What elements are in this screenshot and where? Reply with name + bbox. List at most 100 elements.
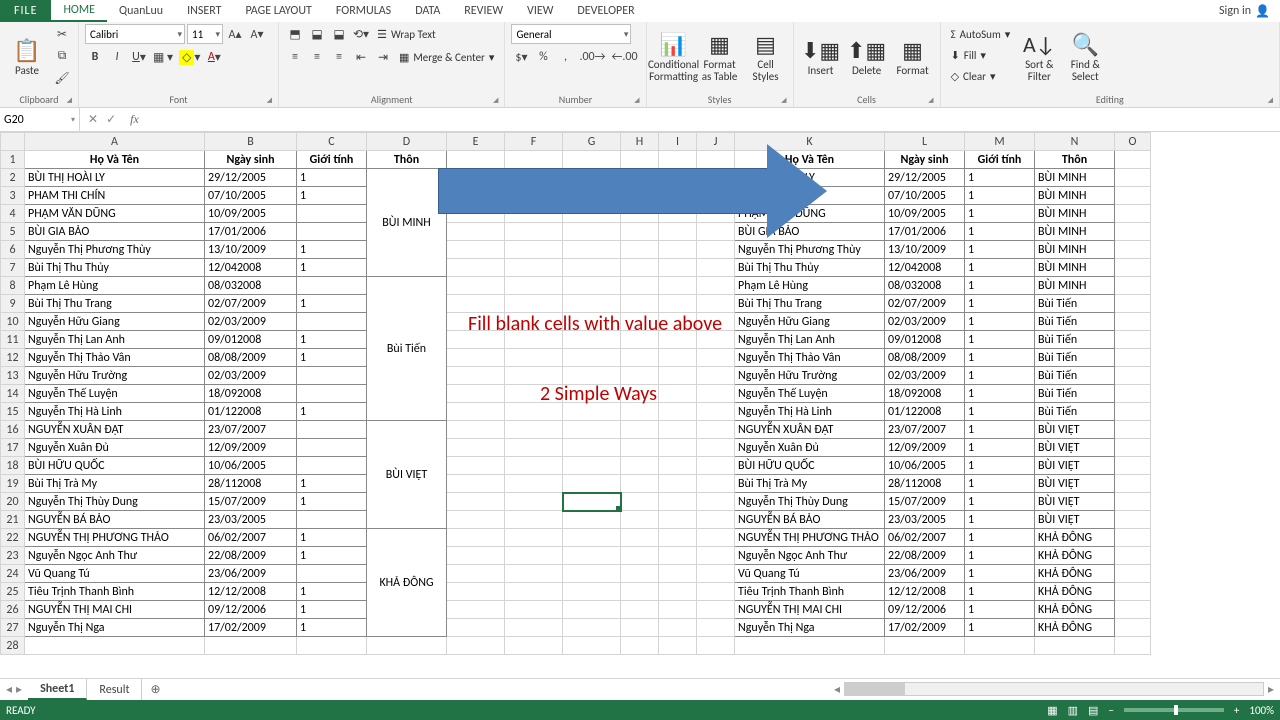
row-header[interactable]: 9 <box>1 295 25 313</box>
indent-dec-button[interactable]: ⇤ <box>351 47 371 67</box>
col-header[interactable]: F <box>505 133 563 151</box>
zoom-slider[interactable] <box>1124 708 1224 712</box>
row-header[interactable]: 23 <box>1 547 25 565</box>
merge-center-button[interactable]: ▦ Merge & Center ▾ <box>395 47 498 67</box>
sheet-tab-result[interactable]: Result <box>87 679 142 700</box>
zoom-level[interactable]: 100% <box>1249 704 1274 717</box>
row-header[interactable]: 24 <box>1 565 25 583</box>
col-header[interactable]: D <box>367 133 447 151</box>
wrap-text-button[interactable]: ☰ Wrap Text <box>373 24 440 44</box>
format-cells-button[interactable]: ▦Format <box>892 24 934 88</box>
paste-button[interactable]: 📋Paste <box>6 24 48 88</box>
row-header[interactable]: 22 <box>1 529 25 547</box>
row-header[interactable]: 6 <box>1 241 25 259</box>
col-header[interactable]: G <box>563 133 621 151</box>
tab-review[interactable]: REVIEW <box>452 0 515 22</box>
delete-cells-button[interactable]: ⬆▦Delete <box>846 24 888 88</box>
borders-button[interactable]: ▦ ▾ <box>151 47 175 67</box>
row-header[interactable]: 8 <box>1 277 25 295</box>
row-header[interactable]: 26 <box>1 601 25 619</box>
tab-pagelayout[interactable]: PAGE LAYOUT <box>233 0 323 22</box>
row-header[interactable]: 15 <box>1 403 25 421</box>
col-header[interactable]: L <box>885 133 965 151</box>
clear-button[interactable]: ◇ Clear ▾ <box>947 66 1015 86</box>
col-header[interactable]: M <box>965 133 1035 151</box>
col-header[interactable]: I <box>659 133 697 151</box>
inc-decimal-button[interactable]: .00→ <box>577 47 607 67</box>
format-as-table-button[interactable]: ▦Format as Table <box>699 24 741 88</box>
font-name-select[interactable]: Calibri <box>85 24 185 44</box>
row-header[interactable]: 1 <box>1 151 25 169</box>
font-size-select[interactable]: 11 <box>187 24 223 44</box>
horizontal-scrollbar[interactable]: ◂ ▸ <box>169 682 1280 697</box>
sort-filter-button[interactable]: A↓Sort & Filter <box>1018 24 1060 88</box>
align-left-button[interactable]: ≡ <box>285 47 305 67</box>
italic-button[interactable]: I <box>107 47 127 67</box>
dec-decimal-button[interactable]: ←.00 <box>610 47 640 67</box>
format-painter-button[interactable]: 🖌 <box>52 68 72 88</box>
insert-cells-button[interactable]: ⬇▦Insert <box>800 24 842 88</box>
find-select-button[interactable]: 🔍Find & Select <box>1064 24 1106 88</box>
sheet-nav-next-icon[interactable]: ▸ <box>16 682 22 697</box>
row-header[interactable]: 18 <box>1 457 25 475</box>
align-right-button[interactable]: ≡ <box>329 47 349 67</box>
conditional-formatting-button[interactable]: 📊Conditional Formatting <box>653 24 695 88</box>
indent-inc-button[interactable]: ⇥ <box>373 47 393 67</box>
row-header[interactable]: 25 <box>1 583 25 601</box>
name-box[interactable]: G20 <box>0 108 80 131</box>
comma-button[interactable]: , <box>555 47 575 67</box>
tab-home[interactable]: HOME <box>51 0 107 22</box>
bold-button[interactable]: B <box>85 47 105 67</box>
grow-font-button[interactable]: A▴ <box>225 24 245 44</box>
align-bottom-button[interactable]: ⬓ <box>329 24 349 44</box>
fx-icon[interactable]: fx <box>124 112 145 127</box>
zoom-in-button[interactable]: + <box>1234 704 1239 717</box>
enter-formula-icon[interactable]: ✓ <box>106 112 116 127</box>
row-header[interactable]: 14 <box>1 385 25 403</box>
row-header[interactable]: 4 <box>1 205 25 223</box>
cut-button[interactable]: ✂ <box>52 24 72 44</box>
col-header[interactable]: B <box>205 133 297 151</box>
copy-button[interactable]: ⧉ <box>52 46 72 66</box>
view-normal-icon[interactable]: ▦ <box>1047 704 1057 717</box>
fill-button[interactable]: ⬇ Fill ▾ <box>947 45 1015 65</box>
file-tab[interactable]: FILE <box>0 0 51 22</box>
signin-link[interactable]: Sign in 👤 <box>1209 0 1280 22</box>
autosum-button[interactable]: Σ AutoSum ▾ <box>947 24 1015 44</box>
tab-view[interactable]: VIEW <box>515 0 565 22</box>
cell-styles-button[interactable]: ▤Cell Styles <box>745 24 787 88</box>
row-header[interactable]: 28 <box>1 637 25 655</box>
col-header[interactable]: O <box>1115 133 1151 151</box>
underline-button[interactable]: U ▾ <box>129 47 149 67</box>
col-header[interactable]: H <box>621 133 659 151</box>
sheet-nav-prev-icon[interactable]: ◂ <box>6 682 12 697</box>
col-header[interactable]: N <box>1035 133 1115 151</box>
col-header[interactable]: K <box>735 133 885 151</box>
view-pagebreak-icon[interactable]: ▤ <box>1088 704 1098 717</box>
view-pagelayout-icon[interactable]: ▥ <box>1068 704 1078 717</box>
orientation-button[interactable]: ⟲▾ <box>351 24 371 44</box>
row-header[interactable]: 16 <box>1 421 25 439</box>
row-header[interactable]: 10 <box>1 313 25 331</box>
align-middle-button[interactable]: ⬓ <box>307 24 327 44</box>
row-header[interactable]: 5 <box>1 223 25 241</box>
row-header[interactable]: 21 <box>1 511 25 529</box>
row-header[interactable]: 13 <box>1 367 25 385</box>
row-header[interactable]: 19 <box>1 475 25 493</box>
new-sheet-button[interactable]: ⊕ <box>142 682 168 697</box>
row-header[interactable]: 17 <box>1 439 25 457</box>
row-header[interactable]: 2 <box>1 169 25 187</box>
row-header[interactable]: 3 <box>1 187 25 205</box>
col-header[interactable]: C <box>297 133 367 151</box>
sheet-tab-sheet1[interactable]: Sheet1 <box>28 679 87 700</box>
tab-quanluu[interactable]: QuanLuu <box>107 0 175 22</box>
tab-data[interactable]: DATA <box>403 0 452 22</box>
col-header[interactable]: E <box>447 133 505 151</box>
formula-input[interactable] <box>145 108 1280 131</box>
tab-formulas[interactable]: FORMULAS <box>324 0 403 22</box>
tab-developer[interactable]: DEVELOPER <box>565 0 646 22</box>
row-header[interactable]: 20 <box>1 493 25 511</box>
row-header[interactable]: 12 <box>1 349 25 367</box>
worksheet-area[interactable]: ABCDEFGHIJKLMNO1Họ Và TênNgày sinhGiới t… <box>0 132 1280 678</box>
zoom-out-button[interactable]: − <box>1108 704 1113 717</box>
